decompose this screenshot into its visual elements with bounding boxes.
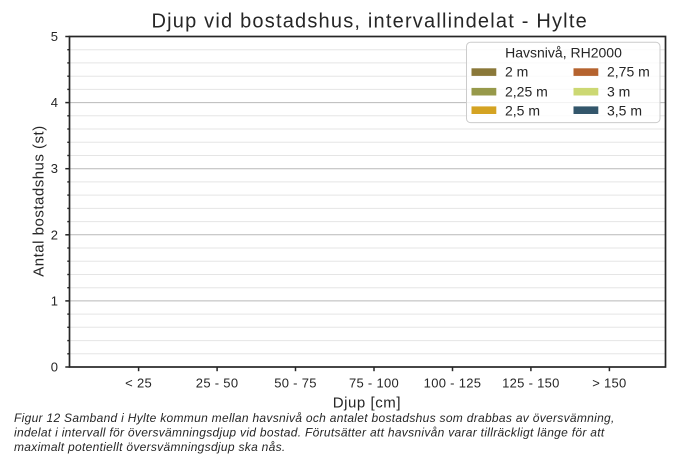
- svg-text:2: 2: [51, 227, 58, 242]
- svg-text:> 150: > 150: [592, 376, 626, 391]
- svg-text:maximalt potentiellt översvämn: maximalt potentiellt översvämningsdjup s…: [14, 440, 286, 454]
- svg-text:75 - 100: 75 - 100: [349, 376, 399, 391]
- svg-text:indelat i intervall för översv: indelat i intervall för översvämningsdju…: [14, 426, 605, 440]
- svg-text:100 - 125: 100 - 125: [424, 376, 482, 391]
- svg-text:2,75 m: 2,75 m: [607, 64, 650, 80]
- svg-text:2,5 m: 2,5 m: [505, 103, 540, 119]
- svg-text:Antal bostadshus (st): Antal bostadshus (st): [31, 125, 48, 276]
- svg-text:Djup vid bostadshus, intervall: Djup vid bostadshus, intervallindelat - …: [151, 10, 587, 32]
- svg-text:125 - 150: 125 - 150: [502, 376, 560, 391]
- svg-text:0: 0: [51, 360, 58, 375]
- svg-text:Havsnivå, RH2000: Havsnivå, RH2000: [505, 45, 622, 61]
- svg-text:50 - 75: 50 - 75: [274, 376, 317, 391]
- svg-text:Djup [cm]: Djup [cm]: [333, 395, 401, 412]
- svg-text:1: 1: [51, 293, 58, 308]
- svg-text:< 25: < 25: [125, 376, 152, 391]
- svg-text:2 m: 2 m: [505, 64, 528, 80]
- svg-text:Figur 12 Samband i Hylte kommu: Figur 12 Samband i Hylte kommun mellan h…: [14, 411, 615, 425]
- svg-text:3,5 m: 3,5 m: [607, 103, 642, 119]
- svg-text:3: 3: [51, 161, 58, 176]
- svg-text:5: 5: [51, 29, 58, 44]
- svg-text:3 m: 3 m: [607, 83, 630, 99]
- svg-text:4: 4: [51, 95, 58, 110]
- svg-text:25 - 50: 25 - 50: [196, 376, 239, 391]
- svg-text:2,25 m: 2,25 m: [505, 83, 548, 99]
